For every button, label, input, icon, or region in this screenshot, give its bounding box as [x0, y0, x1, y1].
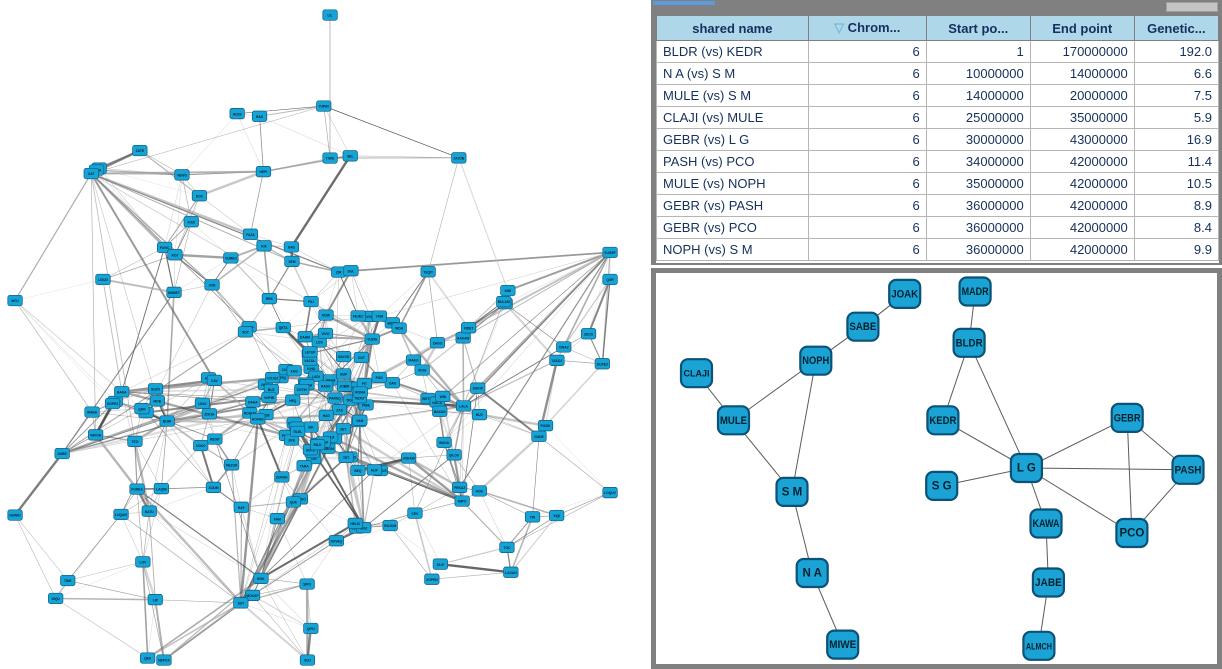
svg-text:KEDR: KEDR: [929, 415, 956, 427]
svg-text:L G: L G: [1017, 463, 1036, 475]
svg-text:ALMCH: ALMCH: [1026, 641, 1052, 651]
svg-text:N A: N A: [803, 568, 822, 580]
svg-text:GEBR: GEBR: [1114, 412, 1141, 424]
svg-text:PCO: PCO: [1119, 528, 1144, 540]
svg-text:BLDR: BLDR: [956, 337, 983, 349]
svg-text:MULE: MULE: [720, 415, 747, 427]
svg-text:S M: S M: [782, 487, 802, 499]
svg-text:NOPH: NOPH: [802, 355, 829, 367]
svg-text:MADR: MADR: [962, 286, 989, 298]
svg-text:MIWE: MIWE: [829, 639, 856, 651]
svg-text:JABE: JABE: [1035, 577, 1062, 589]
svg-text:PASH: PASH: [1175, 464, 1202, 476]
svg-text:CLAJI: CLAJI: [684, 369, 710, 379]
svg-text:S G: S G: [932, 481, 952, 493]
svg-text:SABE: SABE: [849, 321, 876, 333]
svg-text:KAWA: KAWA: [1033, 518, 1060, 530]
svg-text:JOAK: JOAK: [891, 288, 918, 300]
